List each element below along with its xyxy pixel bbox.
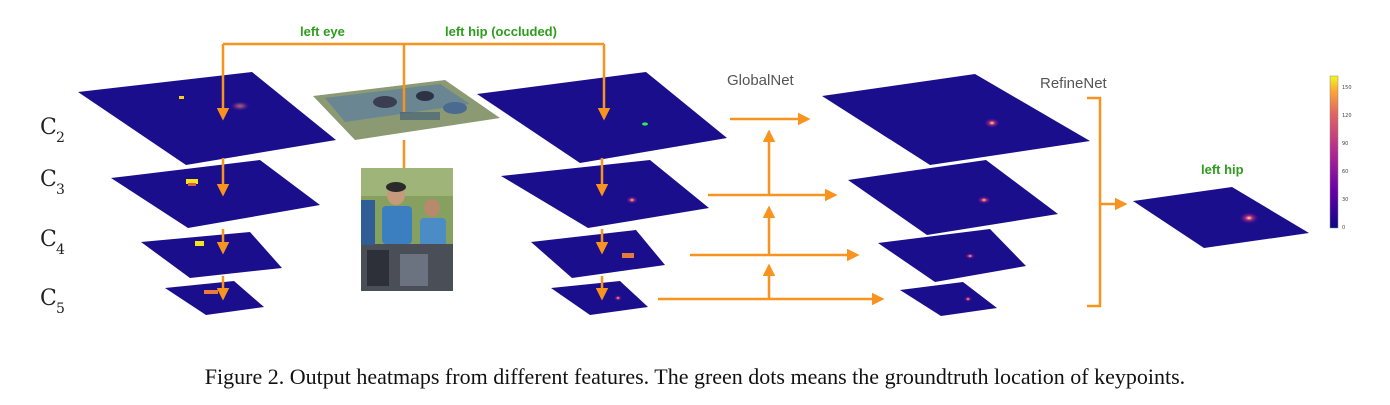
colorbar-tick: 30 xyxy=(1342,197,1348,203)
label-left-eye: left eye xyxy=(300,24,345,39)
heatmap-blob xyxy=(965,253,975,259)
heatmap-hotspot xyxy=(188,183,196,186)
column-features xyxy=(78,72,336,315)
refinenet-bracket xyxy=(1087,96,1102,308)
level-label-c4: C 4 xyxy=(40,227,65,258)
level-label-c5: C 5 xyxy=(40,286,65,317)
level-label-c2: C 2 xyxy=(40,115,65,146)
heatmap-c5-globalnet xyxy=(551,281,648,315)
label-left-hip: left hip xyxy=(1201,162,1244,177)
svg-text:C: C xyxy=(40,167,57,192)
colorbar-tick: 150 xyxy=(1342,85,1352,91)
input-photo-tilted xyxy=(313,80,500,140)
heatmap-c2-features xyxy=(78,72,336,165)
svg-text:C: C xyxy=(40,227,57,252)
label-globalnet: GlobalNet xyxy=(727,72,795,89)
column-refinenet xyxy=(822,74,1090,316)
heatmap-c5-features xyxy=(165,281,264,315)
heatmap-hotspot xyxy=(204,290,218,294)
svg-text:C: C xyxy=(40,286,57,311)
colorbar-tick: 90 xyxy=(1342,141,1348,147)
heatmap-blob xyxy=(964,296,972,302)
heatmap-hotspot xyxy=(622,253,634,258)
svg-text:C: C xyxy=(40,115,57,140)
heatmap-blob xyxy=(626,196,638,204)
heatmap-c3-globalnet xyxy=(501,160,709,228)
groundtruth-dot xyxy=(642,122,648,126)
svg-text:3: 3 xyxy=(56,182,65,198)
heatmap-c2-refinenet xyxy=(822,74,1090,165)
label-left-hip-occluded: left hip (occluded) xyxy=(445,24,557,39)
heatmap-blob xyxy=(977,196,991,204)
level-label-c3: C 3 xyxy=(40,167,65,198)
colorbar-tick: 120 xyxy=(1342,113,1352,119)
heatmap-blob xyxy=(230,101,250,111)
colorbar-tick: 0 xyxy=(1342,225,1345,231)
arrows xyxy=(216,42,1128,308)
heatmap-c4-globalnet xyxy=(531,230,665,278)
heatmap-c3-features xyxy=(111,160,320,228)
heatmap-c2-globalnet xyxy=(477,72,727,163)
label-refinenet: RefineNet xyxy=(1040,75,1108,92)
heatmap-blob xyxy=(614,295,622,301)
heatmap-hotspot xyxy=(186,179,198,184)
final-heatmap-left-hip xyxy=(1133,187,1309,248)
svg-text:5: 5 xyxy=(56,301,65,317)
heatmap-hotspot xyxy=(195,241,204,246)
heatmap-c4-refinenet xyxy=(878,229,1026,282)
input-photo xyxy=(361,168,453,291)
heatmap-c5-refinenet xyxy=(900,282,997,316)
figure-caption: Figure 2. Output heatmaps from different… xyxy=(204,364,1186,389)
colorbar-tick: 60 xyxy=(1342,169,1348,175)
svg-text:2: 2 xyxy=(56,130,65,146)
heatmap-blob xyxy=(984,118,1000,128)
heatmap-c3-refinenet xyxy=(848,160,1058,235)
svg-text:4: 4 xyxy=(56,242,65,258)
heatmap-c4-features xyxy=(141,232,282,278)
colorbar: 150 120 90 60 30 0 xyxy=(1329,75,1352,231)
heatmap-hotspot xyxy=(179,96,184,99)
